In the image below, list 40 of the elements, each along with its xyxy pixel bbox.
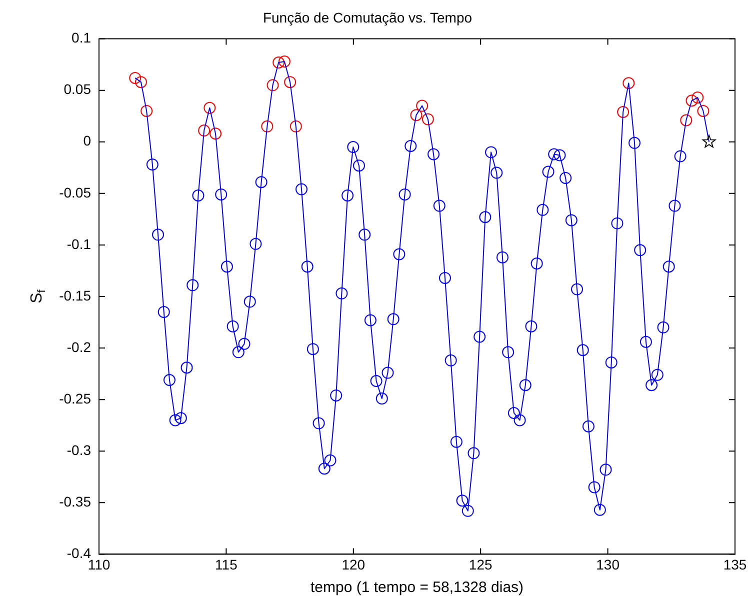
x-tick-label: 120 — [342, 556, 366, 572]
y-tick-label: -0.1 — [66, 236, 92, 252]
y-tick-label: -0.05 — [59, 184, 92, 200]
point — [680, 114, 692, 126]
point — [129, 72, 142, 84]
y-tick-label: -0.35 — [59, 494, 92, 510]
x-tick-label: 125 — [468, 556, 492, 572]
point — [284, 76, 296, 88]
point — [266, 79, 279, 92]
point — [702, 134, 716, 148]
point — [686, 94, 698, 107]
point — [416, 100, 428, 112]
point — [140, 104, 153, 117]
point — [697, 104, 710, 117]
x-tick-label: 135 — [723, 556, 747, 572]
point — [410, 109, 422, 122]
x-tick-label: 130 — [596, 556, 620, 572]
point — [261, 120, 274, 132]
point — [210, 128, 222, 140]
point — [692, 92, 704, 104]
x-tick-label: 115 — [215, 556, 238, 572]
point — [290, 120, 302, 132]
point — [622, 77, 635, 90]
x-axis-title: tempo (1 tempo = 58,1328 dias) — [310, 579, 524, 596]
y-tick-label: 0 — [83, 132, 92, 149]
y-tick-label: -0.3 — [66, 442, 92, 458]
y-tick-label: -0.15 — [59, 287, 92, 304]
point — [198, 124, 210, 137]
y-tick-label: -0.25 — [59, 390, 92, 406]
point — [204, 102, 216, 114]
y-tick-label: 0.1 — [72, 30, 92, 46]
y-tick-label: 0.05 — [64, 81, 92, 98]
point — [422, 113, 434, 126]
y-tick-label: -0.2 — [66, 338, 92, 355]
point — [278, 55, 290, 68]
point — [617, 106, 630, 118]
point — [134, 76, 147, 88]
chart-title: Função de Comutação vs. Tempo — [262, 9, 472, 26]
point — [272, 56, 285, 69]
y-axis-title: Sf — [28, 288, 48, 304]
